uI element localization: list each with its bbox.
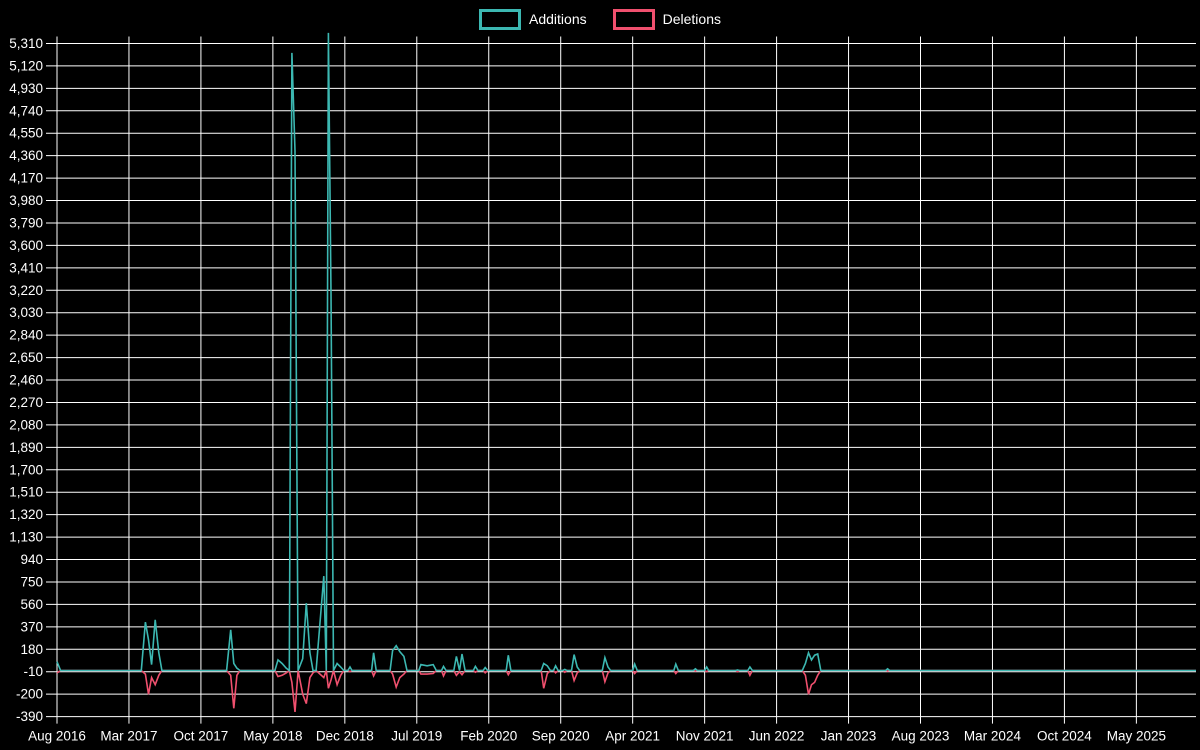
legend-item-deletions: Deletions <box>612 8 721 30</box>
y-tick-label: 3,790 <box>9 215 43 230</box>
vertical-gridlines <box>56 36 1137 724</box>
deletions-line <box>56 667 1196 712</box>
x-tick-label: Aug 2023 <box>892 729 950 744</box>
chart-legend: Additions Deletions <box>0 6 1200 32</box>
y-tick-label: -200 <box>16 687 43 702</box>
y-tick-label: 2,080 <box>9 417 43 432</box>
y-tick-label: 560 <box>20 597 43 612</box>
y-tick-label: 2,270 <box>9 395 43 410</box>
y-tick-label: 940 <box>20 552 43 567</box>
y-tick-label: 2,460 <box>9 373 43 388</box>
y-tick-label: 5,120 <box>9 58 43 73</box>
legend-label-additions: Additions <box>529 11 587 27</box>
y-tick-label: 3,980 <box>9 193 43 208</box>
x-tick-label: Dec 2018 <box>316 729 374 744</box>
x-tick-label: Jan 2023 <box>821 729 877 744</box>
y-tick-label: 1,700 <box>9 462 43 477</box>
y-tick-label: 4,170 <box>9 171 43 186</box>
x-tick-label: Feb 2020 <box>460 729 517 744</box>
x-axis-tick-labels: Aug 2016 Mar 2017 Oct 2017 May 2018 Dec 2018… <box>28 729 1166 744</box>
x-tick-label: Mar 2017 <box>100 729 157 744</box>
data-series <box>56 32 1196 712</box>
y-tick-label: 4,740 <box>9 103 43 118</box>
x-tick-label: Mar 2024 <box>964 729 1022 744</box>
x-tick-label: Nov 2021 <box>676 729 734 744</box>
y-tick-label: 3,600 <box>9 238 43 253</box>
y-tick-label: 180 <box>20 642 43 657</box>
y-tick-label: 3,410 <box>9 260 43 275</box>
x-tick-label: May 2025 <box>1107 729 1166 744</box>
legend-item-additions: Additions <box>479 8 587 30</box>
y-tick-label: -390 <box>16 709 43 724</box>
legend-label-deletions: Deletions <box>662 11 721 27</box>
x-tick-label: Oct 2017 <box>174 729 229 744</box>
y-tick-label: 1,130 <box>9 530 43 545</box>
y-tick-label: 5,310 <box>9 36 43 51</box>
additions-swatch-icon <box>479 8 522 30</box>
x-tick-label: Apr 2021 <box>605 729 660 744</box>
y-tick-label: -10 <box>23 664 43 679</box>
deletions-swatch-icon <box>612 8 655 30</box>
y-tick-label: 3,030 <box>9 305 43 320</box>
additions-line <box>56 32 1196 673</box>
y-tick-label: 370 <box>20 619 43 634</box>
y-tick-label: 750 <box>20 574 43 589</box>
y-axis-tick-labels: -390 -200 -10 180 370 560 750 940 1,130 1,320 1,51… <box>9 36 43 724</box>
y-tick-label: 1,890 <box>9 440 43 455</box>
y-tick-label: 4,550 <box>9 126 43 141</box>
y-tick-label: 1,320 <box>9 507 43 522</box>
y-tick-label: 2,840 <box>9 328 43 343</box>
y-tick-label: 4,930 <box>9 81 43 96</box>
x-tick-label: Oct 2024 <box>1037 729 1092 744</box>
x-tick-label: Sep 2020 <box>532 729 590 744</box>
y-tick-label: 2,650 <box>9 350 43 365</box>
x-tick-label: Aug 2016 <box>28 729 86 744</box>
y-tick-label: 3,220 <box>9 283 43 298</box>
x-tick-label: Jun 2022 <box>749 729 805 744</box>
y-tick-label: 1,510 <box>9 485 43 500</box>
y-tick-label: 4,360 <box>9 148 43 163</box>
horizontal-gridlines <box>46 43 1196 718</box>
x-tick-label: Jul 2019 <box>391 729 442 744</box>
x-tick-label: May 2018 <box>243 729 302 744</box>
